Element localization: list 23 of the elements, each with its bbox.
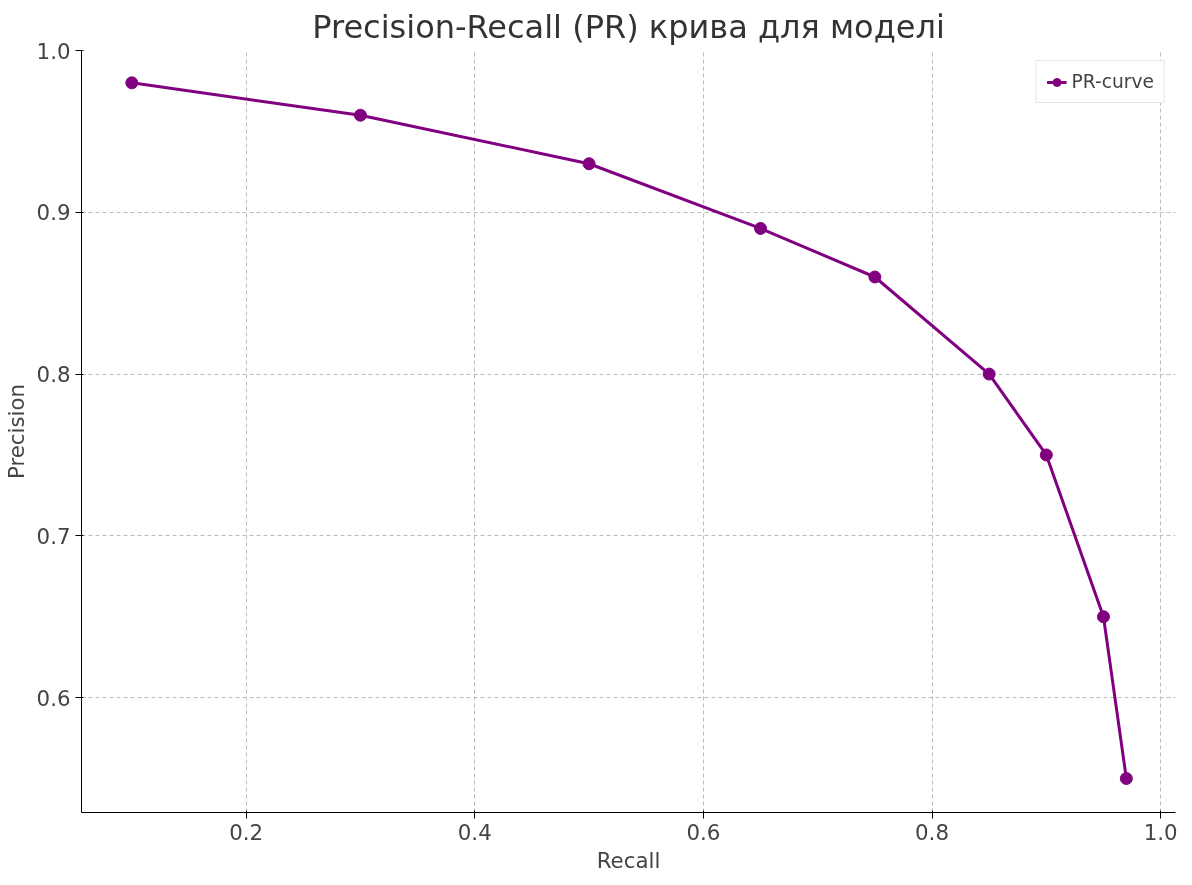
- x-axis-title: Recall: [596, 847, 661, 873]
- x-tick-label: 0.2: [229, 819, 264, 845]
- y-tick-label: 1.0: [36, 38, 71, 64]
- x-tick-label: 0.6: [686, 819, 721, 845]
- x-tick-label: 1.0: [1143, 819, 1178, 845]
- point: [582, 157, 596, 171]
- chart-title: Precision-Recall (PR) крива для моделі: [312, 7, 945, 46]
- y-axis-title: Precision: [3, 383, 29, 480]
- y-tick-label: 0.8: [36, 362, 71, 388]
- point: [982, 367, 996, 381]
- point: [1096, 610, 1110, 624]
- point: [868, 270, 882, 284]
- point: [125, 76, 139, 90]
- point: [353, 108, 367, 122]
- y-tick-label: 0.6: [36, 685, 71, 711]
- x-tick-label: 0.8: [915, 819, 949, 845]
- point: [1039, 448, 1053, 462]
- point: [754, 221, 768, 235]
- y-tick-label: 0.7: [36, 523, 71, 549]
- legend-label: PR-curve: [1071, 71, 1154, 92]
- x-tick-label: 0.4: [457, 819, 492, 845]
- point: [1119, 772, 1133, 786]
- y-tick-label: 0.9: [36, 200, 71, 226]
